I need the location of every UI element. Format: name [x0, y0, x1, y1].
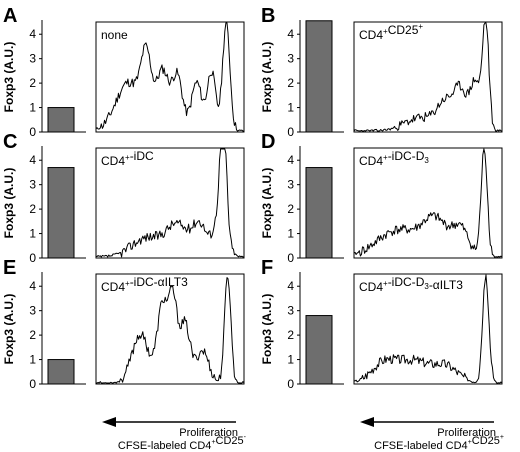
histogram-frame — [95, 21, 245, 133]
y-tick-label: 0 — [29, 251, 36, 265]
histogram-trace — [95, 148, 245, 258]
y-tick-label: 0 — [287, 377, 294, 391]
y-tick-label: 1 — [29, 101, 36, 115]
histogram-trace — [96, 277, 245, 384]
y-tick-label: 3 — [29, 52, 36, 66]
foxp3-bar — [305, 167, 333, 259]
y-tick-label: 0 — [29, 125, 36, 139]
condition-label: CD4+CD25+ — [359, 22, 423, 42]
y-tick-label: 4 — [287, 27, 294, 41]
arrowhead-icon — [360, 417, 374, 427]
condition-label: CD4+-iDC-αILT3 — [101, 275, 188, 294]
y-tick-label: 2 — [287, 202, 294, 216]
panel-b: B Foxp3 (A.U.) 0 1 2 3 4 CD4+CD25+ — [260, 5, 503, 139]
cfse-caption: CFSE-labeled CD4+CD25+ — [374, 434, 504, 452]
panel-letter: F — [261, 257, 273, 279]
y-tick-label: 0 — [287, 251, 294, 265]
histogram-trace — [353, 274, 503, 384]
y-tick-label: 2 — [29, 202, 36, 216]
panel-letter: E — [3, 257, 16, 279]
panel-f: F Foxp3 (A.U.) 0 1 2 3 4 CD4+-iDC-D3-αILT3 — [260, 257, 503, 391]
panel-a: A Foxp3 (A.U.) 0 1 2 3 4 none — [2, 5, 245, 139]
condition-label: CD4+-iDC-D3-αILT3 — [359, 275, 463, 294]
y-axis-label: Foxp3 (A.U.) — [260, 168, 274, 239]
panel-letter: D — [261, 131, 275, 153]
foxp3-bar — [305, 20, 333, 133]
histogram-trace — [353, 148, 503, 258]
histogram-frame — [95, 273, 245, 385]
panel-c: C Foxp3 (A.U.) 0 1 2 3 4 CD4+-iDC — [2, 131, 245, 265]
panel-letter: B — [261, 5, 275, 27]
foxp3-bar — [47, 107, 75, 133]
cfse-caption: CFSE-labeled CD4+CD25- — [118, 434, 247, 452]
y-tick-label: 4 — [29, 27, 36, 41]
y-tick-label: 2 — [287, 328, 294, 342]
foxp3-bar — [47, 167, 75, 259]
y-tick-label: 0 — [29, 377, 36, 391]
y-tick-label: 3 — [287, 52, 294, 66]
y-tick-label: 3 — [287, 178, 294, 192]
panel-e: E Foxp3 (A.U.) 0 1 2 3 4 CD4+-iDC-αILT3 — [2, 257, 245, 391]
condition-label: CD4+-iDC — [101, 149, 154, 168]
y-tick-label: 1 — [287, 353, 294, 367]
foxp3-bar — [47, 359, 75, 385]
histogram-trace — [95, 22, 244, 132]
y-tick-label: 0 — [287, 125, 294, 139]
y-tick-label: 2 — [287, 76, 294, 90]
proliferation-label: Proliferation — [179, 427, 238, 439]
y-tick-label: 4 — [29, 279, 36, 293]
arrowhead-icon — [102, 417, 116, 427]
y-axis-label: Foxp3 (A.U.) — [260, 42, 274, 113]
proliferation-label: Proliferation — [437, 427, 496, 439]
y-tick-label: 1 — [287, 101, 294, 115]
y-tick-label: 2 — [29, 328, 36, 342]
panel-letter: C — [3, 131, 17, 153]
y-tick-label: 3 — [287, 304, 294, 318]
y-axis-label: Foxp3 (A.U.) — [2, 42, 16, 113]
histogram-trace — [353, 22, 503, 132]
condition-label: none — [101, 28, 128, 42]
foxp3-bar — [305, 315, 333, 385]
y-tick-label: 4 — [29, 153, 36, 167]
y-tick-label: 3 — [29, 304, 36, 318]
panel-d: D Foxp3 (A.U.) 0 1 2 3 4 CD4+-iDC-D3 — [260, 131, 503, 265]
y-axis-label: Foxp3 (A.U.) — [2, 168, 16, 239]
histogram-frame — [353, 21, 503, 133]
y-tick-label: 4 — [287, 279, 294, 293]
condition-label: CD4+-iDC-D3 — [359, 149, 429, 168]
y-tick-label: 3 — [29, 178, 36, 192]
y-tick-label: 1 — [29, 227, 36, 241]
panel-letter: A — [3, 5, 17, 27]
y-tick-label: 1 — [29, 353, 36, 367]
y-axis-label: Foxp3 (A.U.) — [260, 294, 274, 365]
y-tick-label: 4 — [287, 153, 294, 167]
y-tick-label: 1 — [287, 227, 294, 241]
y-axis-label: Foxp3 (A.U.) — [2, 294, 16, 365]
y-tick-label: 2 — [29, 76, 36, 90]
